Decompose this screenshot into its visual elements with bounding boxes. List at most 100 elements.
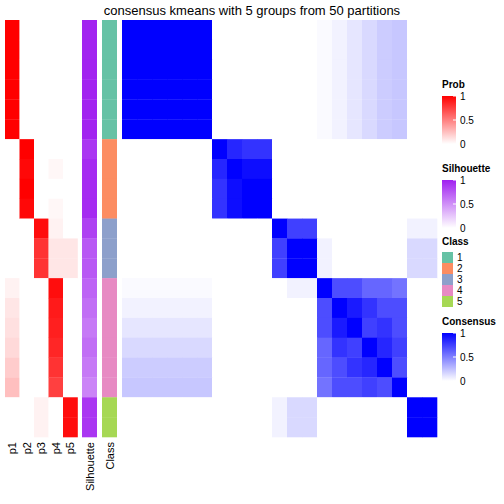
consensus-cell: [212, 40, 227, 60]
consensus-cell: [332, 338, 347, 358]
consensus-cell: [182, 40, 197, 60]
consensus-cell: [347, 298, 362, 318]
consensus-cell: [362, 60, 377, 80]
consensus-cell: [407, 219, 422, 239]
prob-cell: [5, 358, 20, 378]
consensus-cell: [137, 417, 152, 437]
consensus-cell: [242, 159, 257, 179]
consensus-cell: [422, 238, 437, 258]
tick-label: 0: [460, 376, 466, 387]
consensus-cell: [137, 60, 152, 80]
consensus-cell: [122, 258, 137, 278]
consensus-cell: [257, 417, 272, 437]
consensus-cell: [137, 318, 152, 338]
consensus-cell: [377, 20, 392, 40]
consensus-cell: [182, 139, 197, 159]
consensus-cell: [272, 258, 287, 278]
consensus-cell: [227, 80, 242, 100]
class-cell: [102, 417, 117, 437]
consensus-cell: [302, 377, 317, 397]
prob-cell: [49, 417, 64, 437]
consensus-cell: [137, 377, 152, 397]
consensus-cell: [272, 60, 287, 80]
prob-cell: [20, 119, 35, 139]
consensus-cell: [122, 397, 137, 417]
prob-cell: [20, 238, 35, 258]
consensus-cell: [347, 258, 362, 278]
consensus-cell: [422, 159, 437, 179]
consensus-cell: [407, 80, 422, 100]
silhouette-cell: [82, 397, 97, 417]
consensus-cell: [317, 80, 332, 100]
consensus-cell: [317, 397, 332, 417]
consensus-cell: [227, 298, 242, 318]
prob-cell: [5, 338, 20, 358]
prob-cell: [34, 377, 49, 397]
consensus-cell: [197, 318, 212, 338]
consensus-cell: [302, 159, 317, 179]
consensus-cell: [392, 377, 407, 397]
consensus-cell: [257, 119, 272, 139]
consensus-cell: [332, 179, 347, 199]
column-label: p1: [6, 442, 18, 454]
class-cell: [102, 60, 117, 80]
consensus-cell: [242, 358, 257, 378]
consensus-cell: [257, 40, 272, 60]
consensus-cell: [182, 199, 197, 219]
consensus-cell: [182, 238, 197, 258]
consensus-cell: [197, 358, 212, 378]
prob-cell: [5, 278, 20, 298]
consensus-cell: [167, 40, 182, 60]
prob-cell: [34, 40, 49, 60]
consensus-cell: [302, 318, 317, 338]
consensus-cell: [122, 219, 137, 239]
column-label: p2: [21, 442, 33, 454]
consensus-cell: [422, 397, 437, 417]
consensus-cell: [407, 338, 422, 358]
consensus-cell: [182, 60, 197, 80]
consensus-cell: [122, 278, 137, 298]
consensus-cell: [332, 219, 347, 239]
consensus-cell: [167, 338, 182, 358]
prob-cell: [34, 60, 49, 80]
consensus-cell: [212, 298, 227, 318]
consensus-cell: [392, 159, 407, 179]
consensus-cell: [122, 20, 137, 40]
prob-cell: [63, 278, 78, 298]
consensus-cell: [377, 278, 392, 298]
legend-label: 2: [457, 263, 463, 274]
consensus-cell: [182, 318, 197, 338]
consensus-cell: [332, 119, 347, 139]
consensus-cell: [182, 417, 197, 437]
consensus-cell: [317, 139, 332, 159]
prob-cell: [20, 258, 35, 278]
consensus-cell: [407, 60, 422, 80]
consensus-cell: [287, 278, 302, 298]
consensus-cell: [407, 159, 422, 179]
consensus-cell: [287, 159, 302, 179]
consensus-cell: [242, 179, 257, 199]
prob-cell: [34, 199, 49, 219]
consensus-cell: [257, 298, 272, 318]
consensus-cell: [227, 417, 242, 437]
consensus-cell: [317, 199, 332, 219]
consensus-cell: [302, 278, 317, 298]
consensus-cell: [332, 80, 347, 100]
consensus-cell: [377, 417, 392, 437]
prob-cell: [34, 139, 49, 159]
consensus-cell: [272, 80, 287, 100]
consensus-cell: [182, 179, 197, 199]
silhouette-cell: [82, 338, 97, 358]
consensus-cell: [152, 258, 167, 278]
consensus-cell: [302, 238, 317, 258]
consensus-cell: [227, 99, 242, 119]
prob-cell: [63, 397, 78, 417]
consensus-cell: [362, 99, 377, 119]
consensus-cell: [212, 159, 227, 179]
consensus-cell: [392, 278, 407, 298]
consensus-cell: [362, 199, 377, 219]
consensus-cell: [377, 119, 392, 139]
prob-cell: [5, 238, 20, 258]
legend-swatch: [442, 285, 453, 296]
tick-label: 1: [460, 328, 466, 339]
